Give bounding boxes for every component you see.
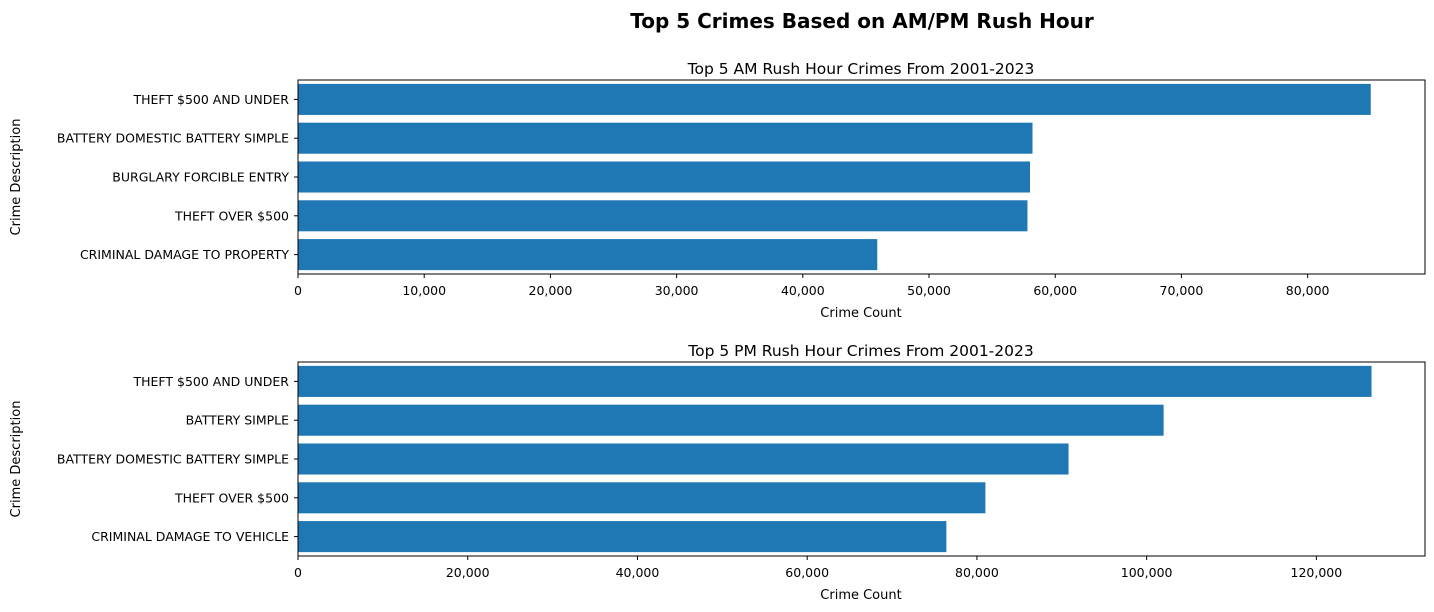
pm-bar: [298, 443, 1069, 475]
pm-x-axis-label: Crime Count: [820, 588, 901, 603]
pm-y-tick-label: THEFT OVER $500: [174, 490, 289, 505]
am-y-axis-label: Crime Description: [9, 119, 24, 236]
pm-y-tick-label: THEFT $500 AND UNDER: [132, 374, 289, 389]
am-bars: [298, 83, 1371, 271]
pm-bar: [298, 365, 1372, 397]
am-bar: [298, 83, 1371, 115]
pm-x-tick-label: 40,000: [616, 565, 660, 580]
am-x-tick-label: 30,000: [655, 283, 699, 298]
pm-bar: [298, 521, 947, 553]
am-bar: [298, 161, 1030, 193]
am-y-tick-label: CRIMINAL DAMAGE TO PROPERTY: [80, 247, 289, 262]
pm-x-tick-label: 20,000: [446, 565, 490, 580]
am-x-ticks: 0 10,000 20,000 30,000 40,000 50,000 60,000 70,…: [294, 274, 1330, 298]
am-x-tick-label: 70,000: [1160, 283, 1204, 298]
pm-x-tick-label: 100,000: [1121, 565, 1173, 580]
am-x-tick-label: 10,000: [402, 283, 446, 298]
pm-rush-hour-chart: Top 5 PM Rush Hour Crimes From 2001-2023…: [9, 342, 1426, 603]
am-x-tick-label: 60,000: [1033, 283, 1077, 298]
am-x-tick-label: 20,000: [529, 283, 573, 298]
pm-chart-title: Top 5 PM Rush Hour Crimes From 2001-2023: [687, 342, 1033, 360]
am-y-tick-label: BATTERY DOMESTIC BATTERY SIMPLE: [57, 131, 289, 146]
am-chart-title: Top 5 AM Rush Hour Crimes From 2001-2023: [687, 60, 1035, 78]
pm-y-tick-label: CRIMINAL DAMAGE TO VEHICLE: [91, 529, 289, 544]
am-y-tick-label: THEFT OVER $500: [174, 208, 289, 223]
am-rush-hour-chart: Top 5 AM Rush Hour Crimes From 2001-2023…: [9, 60, 1426, 321]
am-y-tick-label: THEFT $500 AND UNDER: [132, 92, 289, 107]
pm-y-ticks: THEFT $500 AND UNDER BATTERY SIMPLE BATTER…: [57, 374, 298, 544]
am-y-tick-label: BURGLARY FORCIBLE ENTRY: [112, 170, 289, 185]
pm-x-ticks: 0 20,000 40,000 60,000 80,000 100,000 120,000: [294, 556, 1342, 580]
pm-y-tick-label: BATTERY SIMPLE: [186, 413, 290, 428]
pm-x-tick-label: 120,000: [1291, 565, 1343, 580]
am-x-tick-label: 0: [294, 283, 302, 298]
pm-x-tick-label: 60,000: [785, 565, 829, 580]
am-bar: [298, 239, 878, 271]
am-bar: [298, 200, 1028, 232]
pm-y-axis-label: Crime Description: [9, 401, 24, 518]
pm-bar: [298, 482, 986, 514]
am-y-ticks: THEFT $500 AND UNDER BATTERY DOMESTIC BAT…: [57, 92, 298, 262]
pm-bars: [298, 365, 1372, 553]
am-x-axis-label: Crime Count: [820, 306, 901, 321]
pm-x-tick-label: 80,000: [955, 565, 999, 580]
am-bar: [298, 122, 1033, 154]
pm-y-tick-label: BATTERY DOMESTIC BATTERY SIMPLE: [57, 452, 289, 467]
pm-x-tick-label: 0: [294, 565, 302, 580]
am-x-tick-label: 40,000: [781, 283, 825, 298]
am-x-tick-label: 80,000: [1286, 283, 1330, 298]
am-x-tick-label: 50,000: [907, 283, 951, 298]
figure-suptitle: Top 5 Crimes Based on AM/PM Rush Hour: [630, 9, 1094, 33]
pm-bar: [298, 404, 1164, 436]
